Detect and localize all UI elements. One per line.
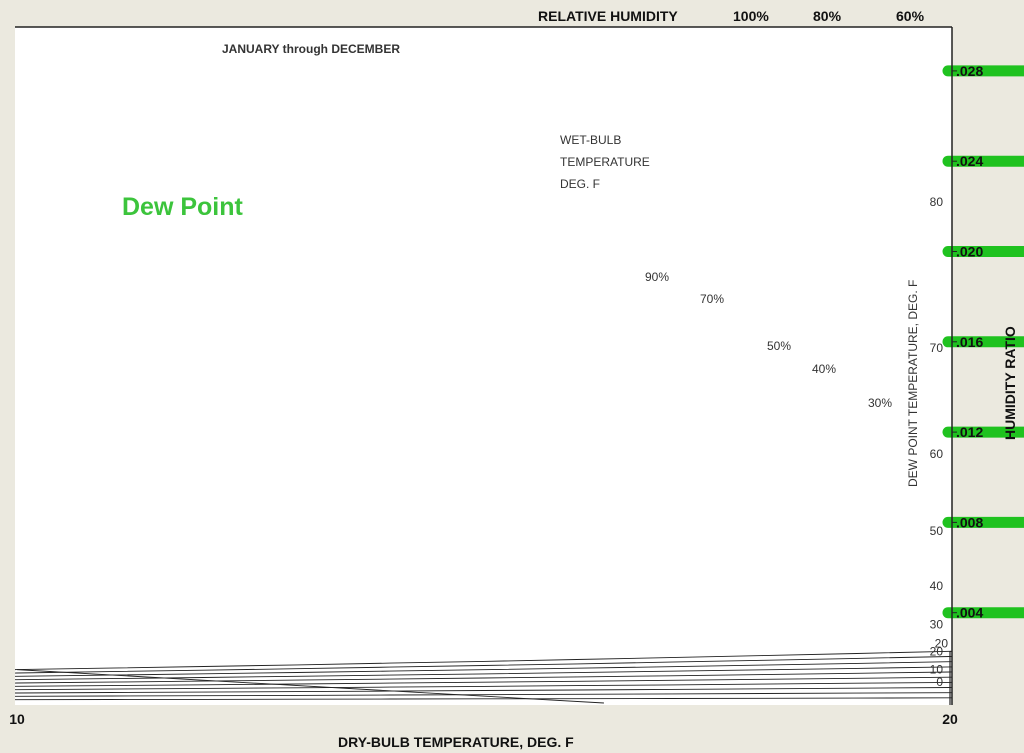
dew-point-tick-label: 0 [936,675,943,689]
rh-curve-20 [15,692,952,697]
y-tick-label: .004 [956,605,983,621]
dew-point-tick-label: 70 [930,341,944,355]
wetbulb-label: DEG. F [560,177,600,191]
wetbulb-label: TEMPERATURE [560,155,650,169]
rh-inner-label: 70% [700,292,724,306]
dewpoint-axis-label: DEW POINT TEMPERATURE, DEG. F [906,280,920,487]
rh-top-label: 80% [813,8,842,24]
dew-point-tick-label: 30 [930,617,944,631]
dew-point-tick-label: 20 [930,644,944,658]
dew-point-tick-label: 40 [930,579,944,593]
y-axis-label: HUMIDITY RATIO [1002,326,1018,440]
rh-curve-90 [15,656,952,674]
plot-area [15,27,952,705]
y-tick-label: .016 [956,334,983,350]
rh-curve-100 [15,650,952,671]
rh-curve-50 [15,676,952,687]
rh-top-label: 60% [896,8,925,24]
dew-point-tick-label: 60 [930,447,944,461]
y-tick-label: .028 [956,63,983,79]
rh-curve-60 [15,671,952,684]
y-tick-label: .020 [956,244,983,260]
rh-curve-30 [15,687,952,694]
rh-inner-label: 40% [812,362,836,376]
chart-title: JANUARY through DECEMBER [222,42,400,56]
rh-inner-label: 50% [767,339,791,353]
x-tick-label: 20 [942,711,958,727]
rh-top-label: 100% [733,8,769,24]
dew-point-annotation: Dew Point [122,193,244,221]
y-tick-label: .008 [956,514,983,530]
rh-curve-10 [15,697,952,701]
wet-bulb-tick-label: 20 [935,636,949,650]
dew-point-tick-label: 10 [930,663,944,677]
x-tick-label: 10 [9,711,25,727]
rh-inner-label: 90% [645,270,669,284]
wet-bulb-line [949,650,952,652]
wet-bulb-line [16,669,604,704]
rh-inner-label: 30% [868,396,892,410]
dew-point-tick-label: 50 [930,524,944,538]
y-tick-label: .012 [956,424,983,440]
wetbulb-label: WET-BULB [560,133,621,147]
x-axis-label: DRY-BULB TEMPERATURE, DEG. F [338,734,574,750]
rh-curve-80 [15,661,952,677]
rh-curve-40 [15,681,952,691]
y-tick-label: .024 [956,153,983,169]
dew-point-tick-label: 80 [930,195,944,209]
rh-curve-70 [15,666,952,681]
rh-header: RELATIVE HUMIDITY [538,8,678,24]
